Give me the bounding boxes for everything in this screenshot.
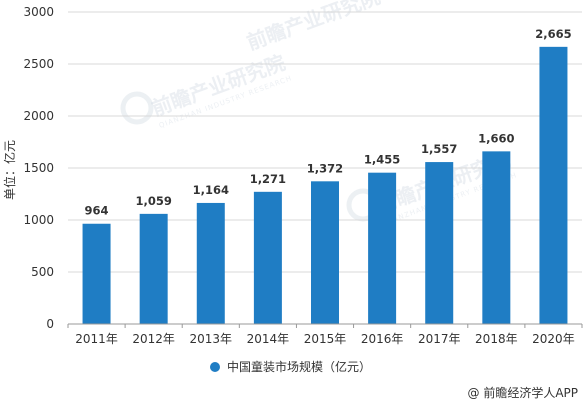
data-label: 1,660 <box>478 131 514 145</box>
x-tick-label: 2020年 <box>532 332 575 346</box>
bar <box>311 181 339 324</box>
y-tick-label: 500 <box>31 265 54 279</box>
data-label: 1,164 <box>193 183 229 197</box>
legend-label: 中国童装市场规模（亿元） <box>227 359 371 374</box>
bars <box>82 46 568 325</box>
data-label: 1,557 <box>421 142 457 156</box>
x-tick-label: 2015年 <box>304 332 347 346</box>
x-tick-label: 2013年 <box>190 332 233 346</box>
watermark-logo-icon <box>120 91 154 125</box>
x-tick-label: 2012年 <box>132 332 175 346</box>
data-label: 2,665 <box>535 27 571 41</box>
y-tick-label: 2500 <box>23 57 54 71</box>
y-tick-labels: 0 500 1000 1500 2000 2500 3000 <box>23 5 54 331</box>
bar <box>82 223 111 324</box>
bar <box>253 191 282 324</box>
x-tick-label: 2011年 <box>75 332 118 346</box>
bar <box>539 46 568 325</box>
bar <box>482 151 511 324</box>
data-label: 1,059 <box>135 194 171 208</box>
source-label: @ 前瞻经济学人APP <box>468 385 579 400</box>
x-tick-label: 2017年 <box>418 332 461 346</box>
data-label: 1,455 <box>364 153 400 167</box>
x-tick-label: 2018年 <box>475 332 518 346</box>
y-tick-label: 0 <box>46 317 54 331</box>
bar <box>139 213 168 324</box>
legend: 中国童装市场规模（亿元） <box>210 359 371 374</box>
data-labels: 964 1,059 1,164 1,271 1,372 1,455 1,557 1,660 2,… <box>85 27 572 218</box>
x-tick-label: 2014年 <box>247 332 290 346</box>
y-tick-label: 3000 <box>23 5 54 19</box>
data-label: 964 <box>85 204 109 218</box>
legend-marker <box>210 362 220 372</box>
data-label: 1,372 <box>307 161 343 175</box>
x-tick-labels: 2011年 2012年 2013年 2014年 2015年 2016年 2017年 2018年… <box>67 324 583 346</box>
bar <box>425 162 454 324</box>
watermark-text: 前瞻产业研究院 <box>244 0 384 55</box>
y-tick-label: 1500 <box>23 161 54 175</box>
y-tick-label: 2000 <box>23 109 54 123</box>
bar <box>368 172 397 324</box>
y-tick-label: 1000 <box>23 213 54 227</box>
bar <box>196 202 225 324</box>
data-label: 1,271 <box>250 172 286 186</box>
y-axis-label: 单位：亿元 <box>2 140 17 200</box>
x-tick-label: 2016年 <box>361 332 404 346</box>
